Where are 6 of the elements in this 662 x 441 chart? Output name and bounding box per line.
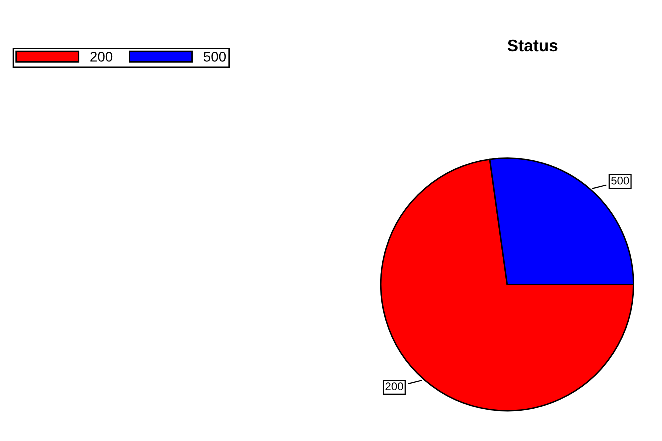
slice-label: 500 bbox=[612, 176, 630, 185]
legend-label: 500 bbox=[204, 52, 226, 62]
slice-label: 200 bbox=[386, 382, 404, 391]
chart-title: Status bbox=[508, 40, 558, 52]
legend-label: 200 bbox=[90, 52, 113, 62]
pie-slice bbox=[380, 158, 634, 412]
